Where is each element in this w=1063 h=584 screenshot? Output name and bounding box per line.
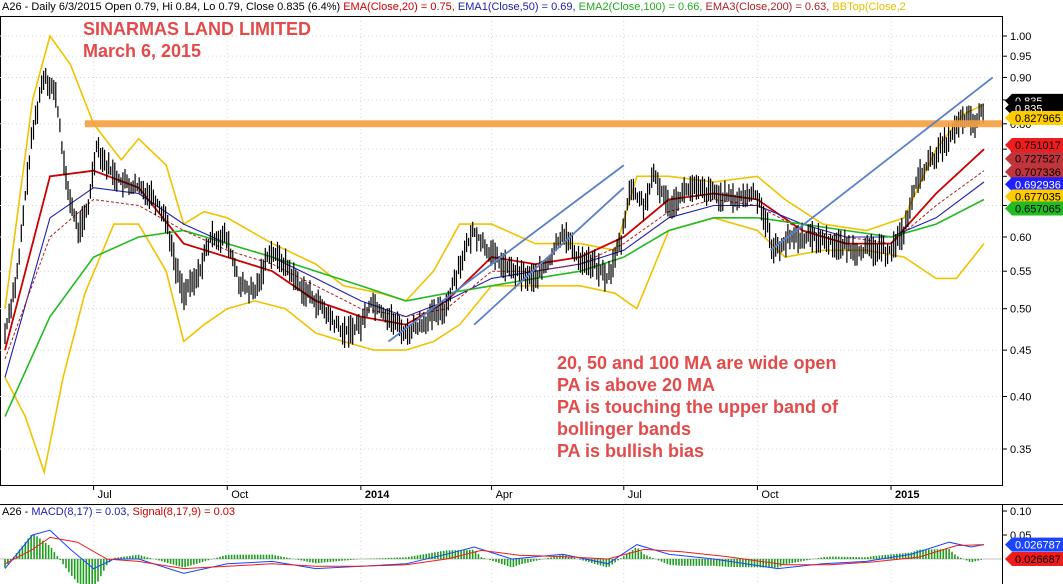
chart-header: A26 - Daily 6/3/2015 Open 0.79, Hi 0.84,… xyxy=(2,1,1000,16)
y-tick-label: 0.45 xyxy=(1010,345,1031,357)
macd-y-tick-label: 0.10 xyxy=(1010,506,1031,518)
right-value-label-pointer xyxy=(1005,151,1012,166)
y-tick-label: 0.35 xyxy=(1010,444,1031,456)
trendline xyxy=(387,164,625,343)
price-pane-frame xyxy=(0,16,1003,486)
macd-header: A26 - MACD(8,17) = 0.03, Signal(8,17,9) … xyxy=(2,506,402,520)
right-value-label-box xyxy=(1012,110,1063,125)
note-3: PA is touching the upper band of xyxy=(557,397,838,417)
y-tick-label: 0.95 xyxy=(1010,51,1031,63)
x-tick-label: Apr xyxy=(496,489,513,501)
chart-title: SINARMAS LAND LIMITED March 6, 2015 xyxy=(83,18,311,62)
analysis-notes: 20, 50 and 100 MA are wide open PA is ab… xyxy=(557,352,838,462)
ema50-line xyxy=(4,181,985,378)
header-ema50: EMA1(Close,50) = 0.69, xyxy=(457,1,576,13)
macd-header-macd: MACD(8,17) = 0.03, xyxy=(31,506,130,518)
x-tick-label: Oct xyxy=(761,489,778,501)
note-4: bollinger bands xyxy=(557,419,692,439)
trendline xyxy=(769,76,994,252)
right-value-label-box xyxy=(1012,189,1063,204)
note-1: 20, 50 and 100 MA are wide open xyxy=(557,353,837,373)
macd-header-signal: Signal(8,17,9) = 0.03 xyxy=(132,506,235,518)
right-value-label-box xyxy=(1012,164,1063,179)
right-value-label-pointer xyxy=(1005,177,1012,192)
right-value-label-box xyxy=(1012,201,1063,216)
right-value-label: 0.827965 xyxy=(1015,113,1061,125)
x-tick-label: Oct xyxy=(231,489,248,501)
macd-right-value-label-box xyxy=(1012,552,1063,566)
macd-histogram xyxy=(4,534,982,584)
ema200-line xyxy=(4,170,985,360)
header-ema20: EMA(Close,20) = 0.75, xyxy=(343,1,455,13)
chart-title-line2: March 6, 2015 xyxy=(83,41,202,61)
bollinger-upper-band xyxy=(4,34,985,309)
right-value-label-box xyxy=(1012,177,1063,192)
header-ema200: EMA3(Close,200) = 0.63, xyxy=(705,1,830,13)
note-5: PA is bullish bias xyxy=(557,441,705,461)
chart-title-line1: SINARMAS LAND LIMITED xyxy=(83,19,311,39)
right-value-label-pointer xyxy=(1005,164,1012,179)
header-prefix: A26 - Daily 6/3/2015 Open 0.79, Hi 0.84,… xyxy=(2,1,341,13)
trendline xyxy=(473,187,625,326)
right-value-label-pointer xyxy=(1005,110,1012,125)
y-tick-label: 0.40 xyxy=(1010,391,1031,403)
ema100-line xyxy=(4,198,985,417)
note-2: PA is above 20 MA xyxy=(557,375,716,395)
x-tick-label: Jul xyxy=(628,489,642,501)
macd-right-value-label-pointer xyxy=(1005,537,1012,552)
header-bbtop: BBTop(Close,2 xyxy=(832,1,906,13)
header-ema100: EMA2(Close,100) = 0.66, xyxy=(578,1,703,13)
macd-right-value-label: 0.026687 xyxy=(1015,554,1061,566)
x-tick-label: 2015 xyxy=(895,489,919,501)
macd-line xyxy=(4,529,985,574)
right-value-label: 0.707336 xyxy=(1015,167,1061,179)
bollinger-lower-band xyxy=(4,216,985,476)
right-value-label: 0.692936 xyxy=(1015,179,1061,191)
right-value-label: 0.677035 xyxy=(1015,191,1061,203)
right-value-label-pointer xyxy=(1005,101,1012,116)
right-value-label-pointer xyxy=(1005,189,1012,204)
y-tick-label: 0.50 xyxy=(1010,304,1031,316)
right-value-label-box xyxy=(1012,138,1063,153)
macd-right-value-label-box xyxy=(1012,537,1063,552)
right-value-label: 0.657065 xyxy=(1015,204,1061,216)
y-tick-label: 0.60 xyxy=(1010,232,1031,244)
right-value-label-pointer xyxy=(1005,138,1012,153)
macd-signal-line xyxy=(4,536,985,570)
y-tick-label: 0.90 xyxy=(1010,72,1031,84)
right-value-label: 0.727527 xyxy=(1015,154,1061,166)
right-value-label: 0.751017 xyxy=(1015,140,1061,152)
macd-right-value-label-pointer xyxy=(1005,552,1012,566)
right-value-label-pointer xyxy=(1005,201,1012,216)
y-tick-label: 0.55 xyxy=(1010,266,1031,278)
x-tick-label: Jul xyxy=(98,489,112,501)
macd-header-prefix: A26 - xyxy=(2,506,29,518)
macd-right-value-label: 0.026787 xyxy=(1015,540,1061,552)
right-value-label-box xyxy=(1012,151,1063,166)
x-tick-label: 2014 xyxy=(365,489,390,501)
y-tick-label: 1.00 xyxy=(1010,31,1031,43)
